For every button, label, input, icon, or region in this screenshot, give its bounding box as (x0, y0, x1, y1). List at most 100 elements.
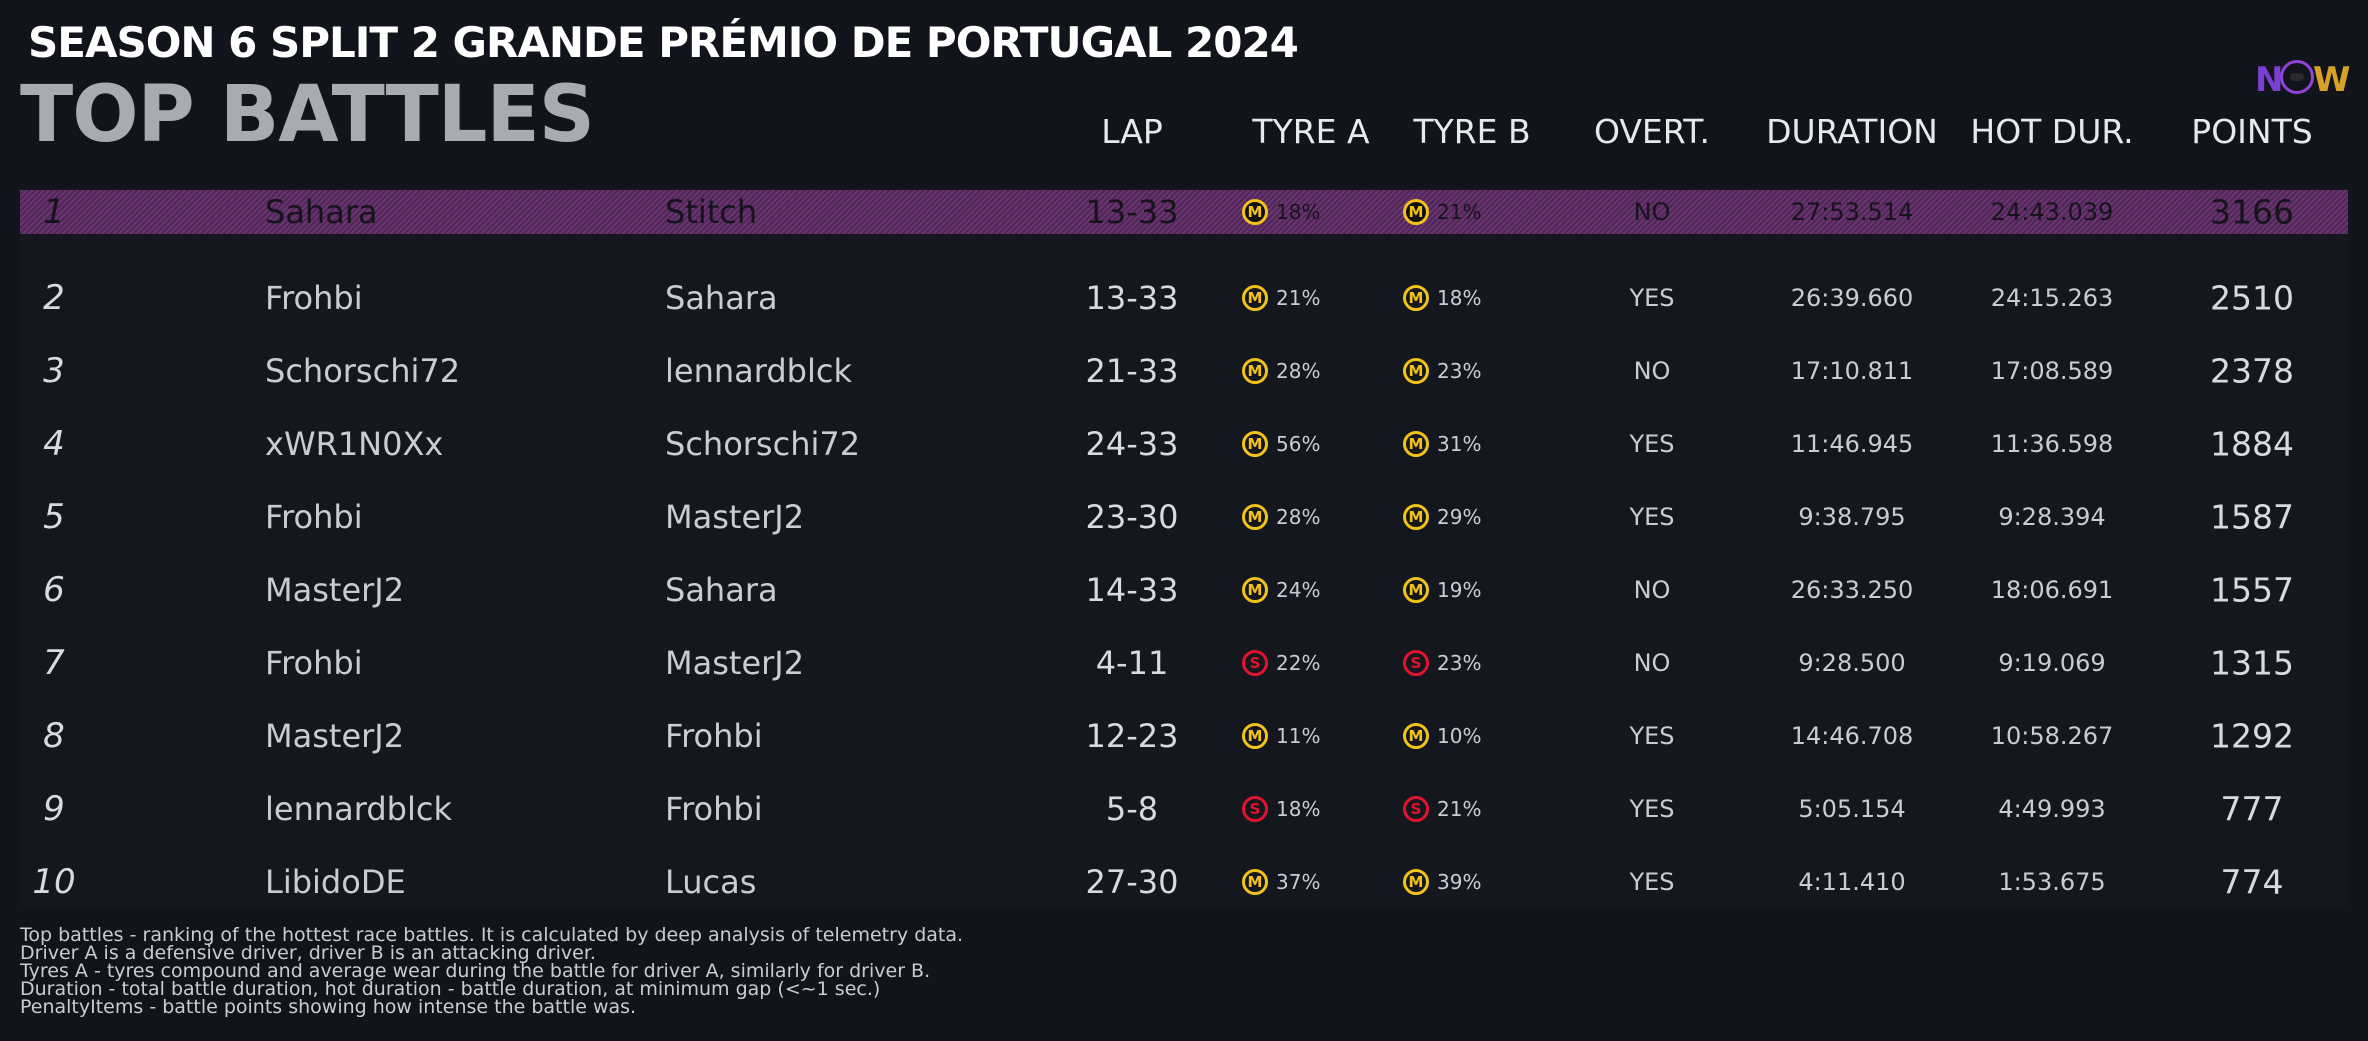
tyre-a: M 21% (1242, 284, 1320, 311)
position: 10 (32, 861, 76, 902)
tyre-b: S 23% (1403, 649, 1481, 676)
tyre-compound-icon: S (1403, 649, 1429, 676)
now-logo: N W (2255, 56, 2351, 102)
lap-range: 27-30 (1085, 862, 1179, 901)
header-tyre-a: TYRE A (1252, 112, 1370, 151)
logo-letter-n: N (2255, 60, 2284, 100)
driver-b: MasterJ2 (665, 643, 805, 682)
tyre-a: M 28% (1242, 503, 1321, 530)
helmet-icon (2280, 60, 2314, 94)
lap-range: 23-30 (1085, 497, 1179, 536)
position: 5 (43, 496, 65, 537)
tyre-wear: 28% (1276, 504, 1321, 529)
duration: 4:11.410 (1798, 867, 1906, 896)
lap-range: 13-33 (1085, 278, 1179, 317)
table-row: 5 Frohbi MasterJ2 23-30 M 28% M 29% YES … (20, 480, 2348, 553)
driver-b: Schorschi72 (665, 424, 861, 463)
table-row: 6 MasterJ2 Sahara 14-33 M 24% M 19% NO 2… (20, 553, 2348, 626)
driver-a: MasterJ2 (265, 570, 405, 609)
tyre-a: M 18% (1242, 199, 1320, 225)
tyre-b: S 21% (1403, 795, 1481, 822)
position: 3 (43, 350, 65, 391)
tyre-wear: 11% (1276, 723, 1321, 748)
tyre-a: M 24% (1242, 576, 1321, 603)
driver-a: Schorschi72 (265, 351, 461, 390)
header-duration: DURATION (1766, 112, 1938, 151)
tyre-compound-icon: M (1403, 576, 1429, 603)
tyre-wear: 18% (1437, 285, 1482, 310)
hot-duration: 9:28.394 (1998, 502, 2106, 531)
lap-range: 13-33 (1085, 193, 1179, 231)
driver-b: lennardblck (665, 351, 852, 390)
driver-a: Frohbi (265, 278, 363, 317)
overtake: YES (1629, 429, 1675, 458)
tyre-compound-icon: M (1242, 430, 1268, 457)
tyre-wear: 24% (1276, 577, 1321, 602)
duration: 26:39.660 (1790, 283, 1914, 312)
tyre-a: M 56% (1242, 430, 1321, 457)
points: 777 (2220, 789, 2284, 828)
driver-b: Frohbi (665, 789, 763, 828)
tyre-b: M 10% (1403, 722, 1481, 749)
logo-letter-w: W (2313, 60, 2351, 100)
tyre-compound-icon: M (1242, 722, 1268, 749)
header-hot-duration: HOT DUR. (1970, 112, 2134, 151)
tyre-compound-icon: S (1242, 795, 1268, 822)
overtake: NO (1633, 356, 1671, 385)
overtake: YES (1629, 794, 1675, 823)
lap-range: 24-33 (1085, 424, 1179, 463)
tyre-compound-icon: M (1403, 868, 1429, 895)
hot-duration: 24:43.039 (1990, 198, 2114, 226)
tyre-wear: 21% (1437, 200, 1482, 224)
driver-a: LibidoDE (265, 862, 406, 901)
driver-a: lennardblck (265, 789, 452, 828)
tyre-wear: 19% (1437, 577, 1482, 602)
duration: 17:10.811 (1790, 356, 1914, 385)
points: 1884 (2210, 424, 2294, 463)
tyre-wear: 29% (1437, 504, 1482, 529)
position: 7 (43, 642, 65, 683)
tyre-wear: 56% (1276, 431, 1321, 456)
hot-duration: 4:49.993 (1998, 794, 2106, 823)
tyre-wear: 39% (1437, 869, 1482, 894)
hot-duration: 10:58.267 (1990, 721, 2114, 750)
tyre-compound-icon: M (1242, 284, 1268, 311)
footnote-line: Tyres A - tyres compound and average wea… (20, 960, 931, 982)
overtake: YES (1629, 867, 1675, 896)
tyre-wear: 18% (1276, 200, 1321, 224)
hot-duration: 11:36.598 (1990, 429, 2114, 458)
overtake: NO (1633, 575, 1671, 604)
points: 2378 (2210, 351, 2294, 390)
position: 6 (43, 569, 65, 610)
tyre-wear: 22% (1276, 650, 1321, 675)
tyre-wear: 28% (1276, 358, 1321, 383)
position: 4 (43, 423, 65, 464)
position: 9 (43, 788, 65, 829)
overtake: YES (1629, 502, 1675, 531)
table-row: 3 Schorschi72 lennardblck 21-33 M 28% M … (20, 334, 2348, 407)
tyre-b: M 31% (1403, 430, 1481, 457)
points: 1315 (2210, 643, 2294, 682)
tyre-b: M 29% (1403, 503, 1482, 530)
position: 1 (43, 192, 65, 232)
points: 2510 (2210, 278, 2294, 317)
tyre-a: M 37% (1242, 868, 1320, 895)
duration: 27:53.514 (1790, 198, 1914, 226)
lap-range: 21-33 (1085, 351, 1179, 390)
driver-a: xWR1N0Xx (265, 424, 444, 463)
tyre-compound-icon: M (1403, 503, 1429, 530)
points: 774 (2220, 862, 2284, 901)
duration: 5:05.154 (1798, 794, 1906, 823)
driver-b: Frohbi (665, 716, 763, 755)
position: 2 (43, 277, 65, 318)
tyre-a: M 11% (1242, 722, 1321, 749)
tyre-compound-icon: M (1403, 284, 1429, 311)
tyre-wear: 23% (1437, 358, 1482, 383)
duration: 11:46.945 (1790, 429, 1914, 458)
hot-duration: 17:08.589 (1990, 356, 2114, 385)
footnote-line: Duration - total battle duration, hot du… (20, 978, 881, 1000)
tyre-a: S 22% (1242, 649, 1321, 676)
driver-a: Frohbi (265, 643, 363, 682)
tyre-b: M 21% (1403, 199, 1481, 225)
points: 1292 (2210, 716, 2294, 755)
